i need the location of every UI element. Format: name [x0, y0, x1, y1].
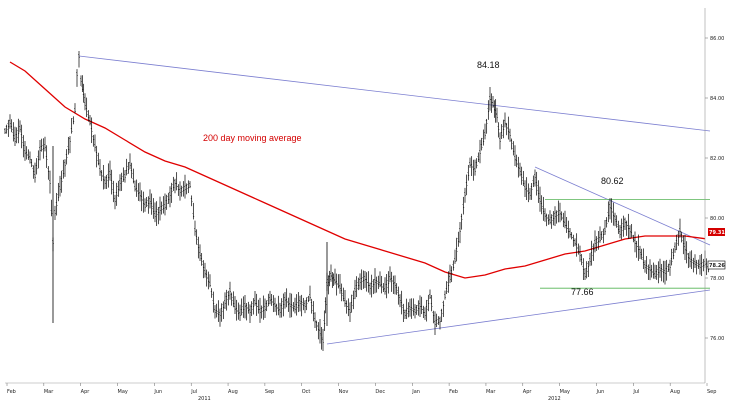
x-axis: Feb Mar Apr May Jun Jul Aug Sep Oct Nov Dec Jan Feb M…: [5, 382, 716, 402]
y-tick-label: 86.00: [710, 36, 724, 42]
moving-average-line: [9, 61, 706, 279]
price-last-value: 78.26: [709, 263, 725, 269]
trendline-lower: [326, 289, 711, 345]
low-annotation: 77.66: [571, 287, 594, 297]
x-tick-label: Jun: [153, 389, 162, 395]
annotations: 200 day moving average 84.18 80.62 77.66: [203, 60, 624, 297]
y-tick-label: 76.00: [710, 336, 724, 342]
x-tick-label: Jul: [632, 389, 639, 395]
price-last-value-tag: [707, 260, 726, 270]
y-tick-label: 84.00: [710, 96, 724, 102]
x-tick-label: Oct: [302, 389, 311, 395]
x-tick-label: Aug: [670, 389, 680, 395]
x-tick-label: Feb: [449, 389, 458, 395]
price-bars: [4, 51, 710, 351]
trendline-upper: [78, 55, 711, 132]
ma-last-value-tag: [708, 228, 725, 236]
x-tick-label: Dec: [375, 389, 385, 395]
x-tick-label: Mar: [486, 389, 496, 395]
x-tick-label: Jan: [411, 389, 420, 395]
y-tick-label: 80.00: [710, 216, 724, 222]
x-tick-label: Aug: [228, 389, 238, 395]
y-tick-label: 78.00: [710, 276, 724, 282]
x-tick-label: Apr: [523, 389, 533, 395]
x-tick-label: Jul: [190, 389, 197, 395]
high-annotation: 84.18: [477, 60, 500, 70]
x-tick-label: Jun: [595, 389, 604, 395]
y-tick-label: 82.00: [710, 156, 724, 162]
x-tick-label: Apr: [81, 389, 91, 395]
x-tick-label: Sep: [265, 389, 274, 395]
year-label: 2012: [548, 396, 561, 402]
ma-annotation: 200 day moving average: [203, 133, 302, 143]
x-tick-label: Sep: [707, 389, 716, 395]
plot-area: [4, 51, 711, 351]
last-value-tags: 79.31 78.26: [707, 228, 726, 270]
x-tick-label: Nov: [339, 389, 349, 395]
x-tick-label: Mar: [44, 389, 54, 395]
x-tick-label: May: [560, 389, 570, 395]
mid-annotation: 80.62: [601, 176, 624, 186]
trendline-wedge-top: [534, 166, 711, 246]
x-tick-label: Feb: [7, 389, 16, 395]
year-label: 2011: [198, 396, 211, 402]
x-tick-label: May: [118, 389, 128, 395]
y-axis: 86.00 84.00 82.00 80.00 78.00 76.00: [704, 8, 724, 383]
ma-last-value: 79.31: [709, 230, 725, 236]
